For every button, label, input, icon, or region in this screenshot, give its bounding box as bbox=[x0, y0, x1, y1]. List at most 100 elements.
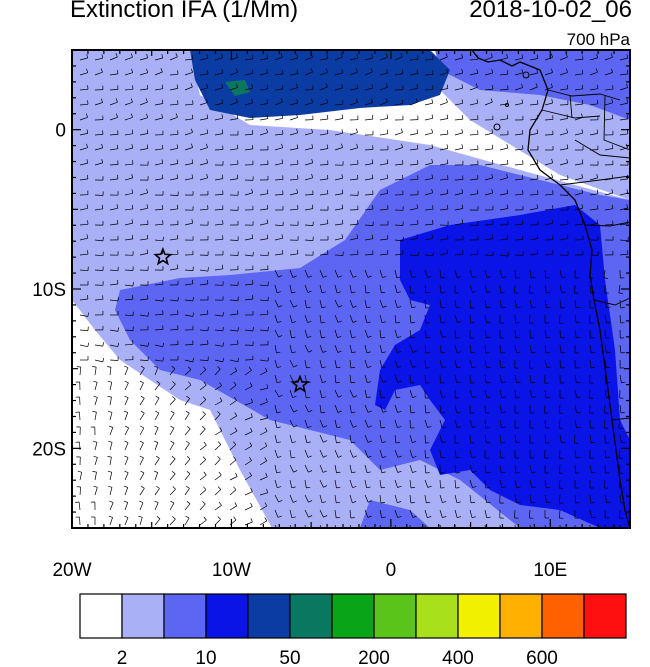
wind-barb bbox=[304, 98, 314, 106]
wind-barb bbox=[589, 236, 599, 241]
wind-barb bbox=[334, 219, 344, 226]
wind-barb bbox=[424, 374, 430, 384]
wind-barb bbox=[439, 98, 448, 106]
wind-barb bbox=[259, 160, 269, 166]
wind-barb bbox=[454, 449, 461, 459]
wind-barb bbox=[184, 312, 194, 317]
wind-barb bbox=[529, 269, 536, 279]
wind-barb bbox=[289, 236, 299, 241]
wind-barb bbox=[304, 236, 314, 241]
wind-barb bbox=[364, 524, 367, 528]
wind-barb bbox=[154, 310, 164, 316]
wind-barb bbox=[514, 479, 521, 489]
wind-barb bbox=[169, 84, 179, 91]
wind-barb bbox=[139, 161, 149, 166]
wind-barb bbox=[574, 99, 584, 106]
wind-barb bbox=[214, 264, 224, 271]
wind-barb bbox=[499, 389, 506, 399]
wind-barb bbox=[604, 98, 614, 106]
wind-barb bbox=[274, 53, 283, 61]
wind-barb bbox=[199, 310, 209, 316]
wind-barb bbox=[604, 130, 614, 136]
wind-barb bbox=[394, 99, 404, 106]
wind-barb bbox=[229, 236, 239, 241]
wind-barb bbox=[184, 159, 194, 166]
wind-barb bbox=[334, 329, 342, 338]
wind-barb bbox=[289, 69, 299, 76]
wind-barb bbox=[499, 85, 509, 91]
wind-barb bbox=[484, 479, 490, 489]
wind-barb bbox=[304, 419, 312, 428]
wind-barb bbox=[514, 374, 521, 384]
wind-barb bbox=[319, 374, 327, 384]
wind-barb bbox=[154, 220, 164, 226]
wind-barb bbox=[558, 314, 564, 324]
wind-barb bbox=[439, 130, 449, 136]
wind-barb bbox=[304, 173, 314, 181]
wind-barb bbox=[274, 419, 281, 429]
wind-barb bbox=[514, 129, 524, 136]
wind-barb bbox=[229, 296, 239, 301]
wind-barb bbox=[394, 359, 402, 368]
wind-barb bbox=[424, 344, 430, 354]
wind-barb bbox=[289, 389, 297, 398]
wind-barb bbox=[469, 175, 479, 181]
wind-barb bbox=[424, 158, 434, 166]
wind-barb bbox=[379, 114, 389, 121]
wind-barb bbox=[379, 389, 386, 399]
wind-barb bbox=[184, 515, 190, 526]
wind-barb bbox=[379, 98, 388, 106]
wind-barb bbox=[394, 299, 402, 309]
wind-barb bbox=[529, 284, 534, 294]
colorbar-swatch bbox=[331, 593, 375, 639]
wind-barb bbox=[409, 190, 419, 196]
wind-barb bbox=[544, 449, 549, 459]
wind-barb bbox=[409, 449, 417, 458]
wind-barb bbox=[184, 410, 190, 421]
wind-barb bbox=[199, 441, 207, 451]
wind-barb bbox=[304, 404, 313, 413]
wind-barb bbox=[544, 269, 550, 279]
wind-barb bbox=[364, 284, 370, 294]
wind-barb bbox=[80, 281, 89, 286]
wind-barb bbox=[199, 114, 209, 121]
extinction-field-green-spot bbox=[225, 80, 250, 96]
wind-barb bbox=[94, 115, 104, 121]
wind-barb bbox=[574, 204, 584, 211]
wind-barb bbox=[349, 250, 359, 256]
wind-barb bbox=[544, 510, 549, 519]
wind-barb bbox=[349, 160, 359, 166]
wind-barb bbox=[439, 419, 446, 429]
wind-barb bbox=[349, 449, 357, 458]
wind-barb bbox=[439, 234, 449, 241]
wind-barb bbox=[514, 405, 519, 414]
wind-barb bbox=[124, 113, 133, 121]
wind-barb bbox=[199, 516, 207, 526]
wind-barb bbox=[93, 380, 98, 391]
wind-barb bbox=[349, 84, 359, 91]
wind-barb bbox=[319, 98, 329, 106]
colorbar: 2 10 50 200 400 600 bbox=[79, 593, 627, 667]
wind-barb bbox=[454, 160, 464, 166]
wind-barb bbox=[214, 190, 224, 196]
wind-barb bbox=[469, 434, 475, 444]
wind-barb bbox=[514, 344, 521, 354]
wind-barb bbox=[79, 85, 89, 91]
wind-barb bbox=[184, 68, 193, 76]
wind-barb bbox=[409, 299, 416, 309]
wind-barb bbox=[589, 161, 599, 166]
wind-barb bbox=[619, 54, 629, 61]
wind-barb bbox=[139, 312, 149, 317]
wind-barb bbox=[79, 266, 89, 272]
wind-barb bbox=[544, 83, 553, 91]
wind-barb bbox=[469, 374, 475, 384]
wind-barb bbox=[559, 159, 569, 166]
wind-barb bbox=[169, 516, 176, 526]
wind-barb bbox=[79, 250, 89, 256]
wind-barb bbox=[334, 114, 344, 121]
wind-barb bbox=[274, 190, 284, 196]
wind-barb bbox=[364, 359, 372, 368]
wind-barb bbox=[619, 314, 625, 324]
wind-barb bbox=[604, 404, 609, 414]
wind-barb bbox=[184, 366, 192, 376]
